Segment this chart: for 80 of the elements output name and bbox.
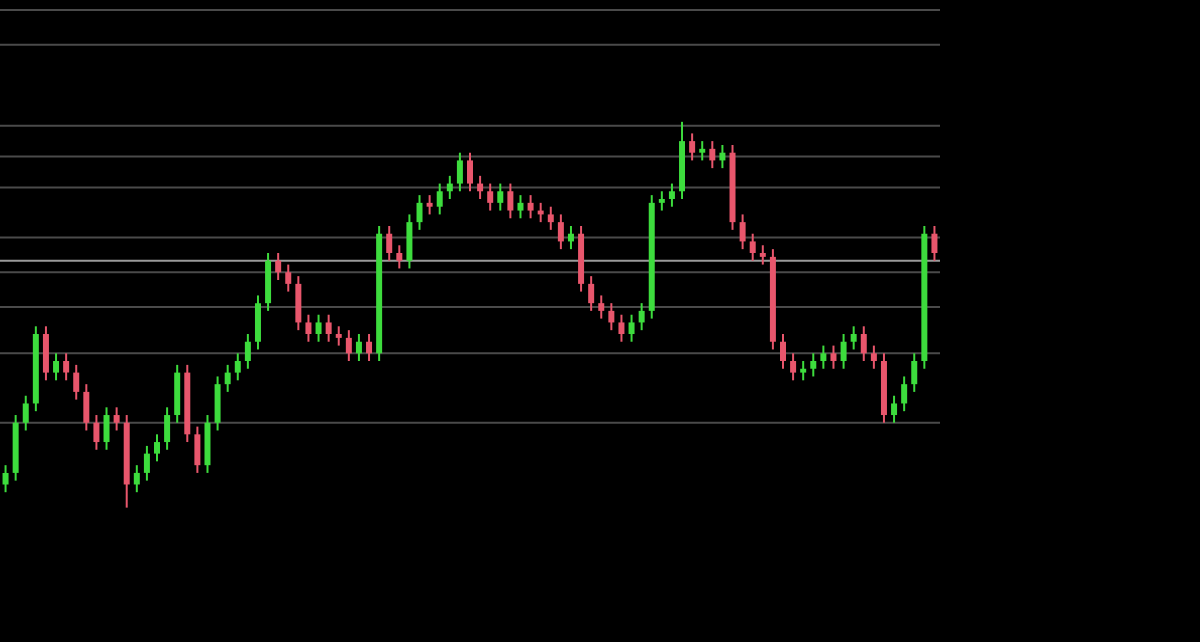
candlestick <box>800 360 807 382</box>
candlestick <box>810 352 817 378</box>
candlestick <box>143 444 150 482</box>
candlestick <box>396 244 403 270</box>
candlestick <box>739 213 746 251</box>
candlestick <box>335 325 342 347</box>
candlestick <box>840 333 847 370</box>
candlestick <box>295 275 302 332</box>
candlestick <box>93 414 100 451</box>
candlestick <box>103 406 110 451</box>
candlestick <box>517 194 524 220</box>
candlestick <box>527 194 534 220</box>
candlestick <box>668 182 675 208</box>
candlestick <box>315 313 322 343</box>
candlestick <box>759 244 766 266</box>
candlestick <box>426 194 433 216</box>
candlestick <box>891 394 898 424</box>
candlestick <box>345 329 352 363</box>
candlestick <box>497 182 504 212</box>
candlestick <box>618 313 625 343</box>
candlestick <box>386 225 393 262</box>
candlestick <box>285 263 292 293</box>
candlestick <box>567 225 574 251</box>
candlestick <box>73 363 80 401</box>
candlestick <box>416 194 423 231</box>
candlestick <box>214 375 221 432</box>
candlestick <box>224 363 231 393</box>
candlestick <box>204 414 211 474</box>
candlestick <box>164 406 171 451</box>
candlestick <box>507 182 514 220</box>
candlestick <box>588 275 595 312</box>
candlestick <box>244 333 251 370</box>
candlestick <box>406 213 413 270</box>
candlestick <box>446 174 453 200</box>
candlestick <box>699 140 706 162</box>
candlestick <box>133 464 140 494</box>
candlestick <box>709 140 716 170</box>
candlestick <box>901 375 908 413</box>
candlestick <box>174 363 181 424</box>
candlestick <box>487 182 494 212</box>
candlestick <box>456 151 463 193</box>
candlestick <box>850 325 857 351</box>
candlestick <box>557 213 564 251</box>
candlestick <box>608 302 615 332</box>
candlestick <box>154 433 160 463</box>
candlestick <box>749 232 756 262</box>
candlestick <box>113 406 120 432</box>
candlestick <box>780 333 786 370</box>
candlestick <box>234 352 241 382</box>
candlestick <box>53 352 60 382</box>
candlestick <box>305 313 312 343</box>
candlestick <box>265 252 272 312</box>
candlestick <box>790 352 797 382</box>
candlestick <box>870 344 877 370</box>
candlestick <box>598 294 605 320</box>
candlestick <box>275 252 282 282</box>
candlestick <box>467 151 473 193</box>
candlestick <box>860 325 867 363</box>
candlestick <box>194 425 201 474</box>
candlestick <box>63 352 70 382</box>
candlestick <box>325 313 332 343</box>
candlestick <box>22 394 29 432</box>
candlestick <box>254 294 261 351</box>
candlestick <box>820 344 827 370</box>
candlestick <box>689 132 696 162</box>
candlestick <box>355 333 362 363</box>
candlestick <box>366 333 373 363</box>
candlestick <box>931 225 938 262</box>
candlestick <box>2 464 9 494</box>
candlestick <box>628 313 635 343</box>
candlestick <box>719 143 726 170</box>
candlestick <box>911 352 918 393</box>
candlestick <box>477 174 484 200</box>
candlestick <box>547 205 554 231</box>
candlestick <box>436 182 443 216</box>
candlestick <box>830 344 837 370</box>
candlestick <box>42 325 49 382</box>
candlestick <box>638 302 645 332</box>
candlestick <box>83 383 90 432</box>
candlestick <box>658 190 665 212</box>
